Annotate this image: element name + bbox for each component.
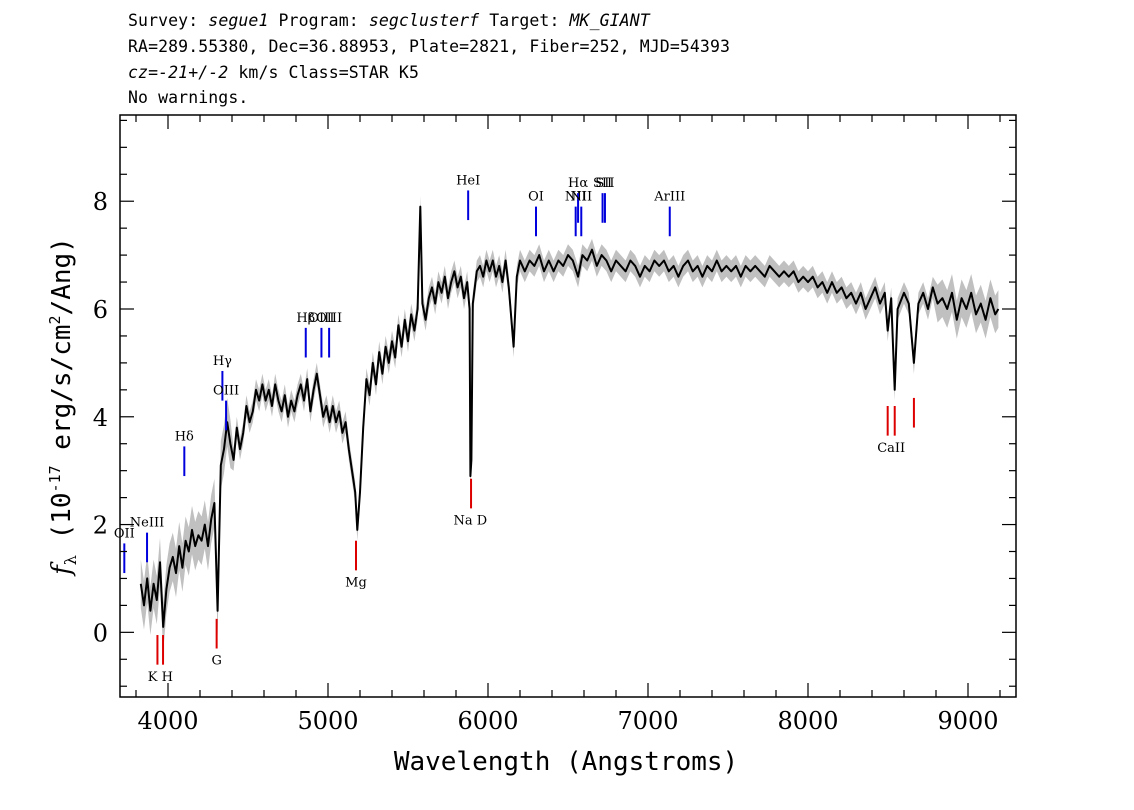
header-cz-label: cz= [128,63,159,82]
y-tick-label: 2 [93,512,108,540]
absorption-line-label: Na D [454,514,488,529]
emission-line-label: Hβ [296,311,315,326]
emission-line-label: OIII [213,384,239,399]
emission-line-label: OIII [316,311,342,326]
header-program-label: Program: [268,11,369,30]
y-axis-title: fλ (10-17 erg/s/cm2/Ang) [46,237,80,577]
emission-line-label: SII [593,176,612,191]
header-program-value: segclusterf [368,11,480,30]
emission-line-label: OIII [308,311,334,326]
emission-line-label: Hδ [175,429,194,444]
flux-series [139,205,1000,628]
x-tick-label: 7000 [617,707,678,735]
y-tick-label: 4 [93,404,108,432]
header-class: km/s Class=STAR K5 [228,63,420,82]
y-tick-label: 0 [93,619,108,647]
emission-line-label: NII [570,190,592,205]
emission-line-label: NeIII [130,516,164,531]
x-axis-title: Wavelength (Angstroms) [394,747,738,777]
emission-line-label: HeI [456,173,480,188]
emission-line-label: Hα [568,176,588,191]
noise-band-area [140,195,999,652]
emission-line-label: ArIII [653,190,685,205]
x-tick-label: 9000 [937,707,998,735]
noise-band [140,195,999,652]
emission-line-label: Hγ [213,354,232,369]
absorption-line-label: CaII [877,441,905,456]
spectrum-header-line1: Survey: segue1 Program: segclusterf Targ… [128,11,650,30]
x-tick-label: 8000 [777,707,838,735]
y-tick-label: 8 [93,188,108,216]
x-tick-label: 5000 [297,707,358,735]
header-cz-value: -21+/-2 [158,63,229,82]
y-axis-title-group: fλ (10-17 erg/s/cm2/Ang) [46,237,80,577]
absorption-line-label: G [211,654,221,669]
flux-line [139,205,1000,628]
emission-line-label: NII [565,190,587,205]
spectrum-header-line3: cz=-21+/-2 km/s Class=STAR K5 [128,63,419,82]
emission-line-label: OII [114,526,135,541]
absorption-line-label: K H [148,670,173,685]
header-survey-label: Survey: [128,11,209,30]
emission-line-label: SII [595,176,614,191]
plot-frame [119,114,1017,698]
y-tick-label: 6 [93,296,108,324]
header-target-value: MK_GIANT [569,11,650,30]
absorption-line-label: Mg [345,576,367,591]
header-survey-value: segue1 [208,11,269,30]
axis-ticks: 4000 5000 6000 7000 8000 9000 0 2 4 6 8 [93,115,1016,735]
spectrum-header-line2: RA=289.55380, Dec=36.88953, Plate=2821, … [128,37,731,56]
header-target-label: Target: [479,11,570,30]
spectrum-header-line4: No warnings. [128,88,249,107]
x-tick-label: 4000 [137,707,198,735]
emission-line-label: OI [528,190,544,205]
x-tick-label: 6000 [457,707,518,735]
